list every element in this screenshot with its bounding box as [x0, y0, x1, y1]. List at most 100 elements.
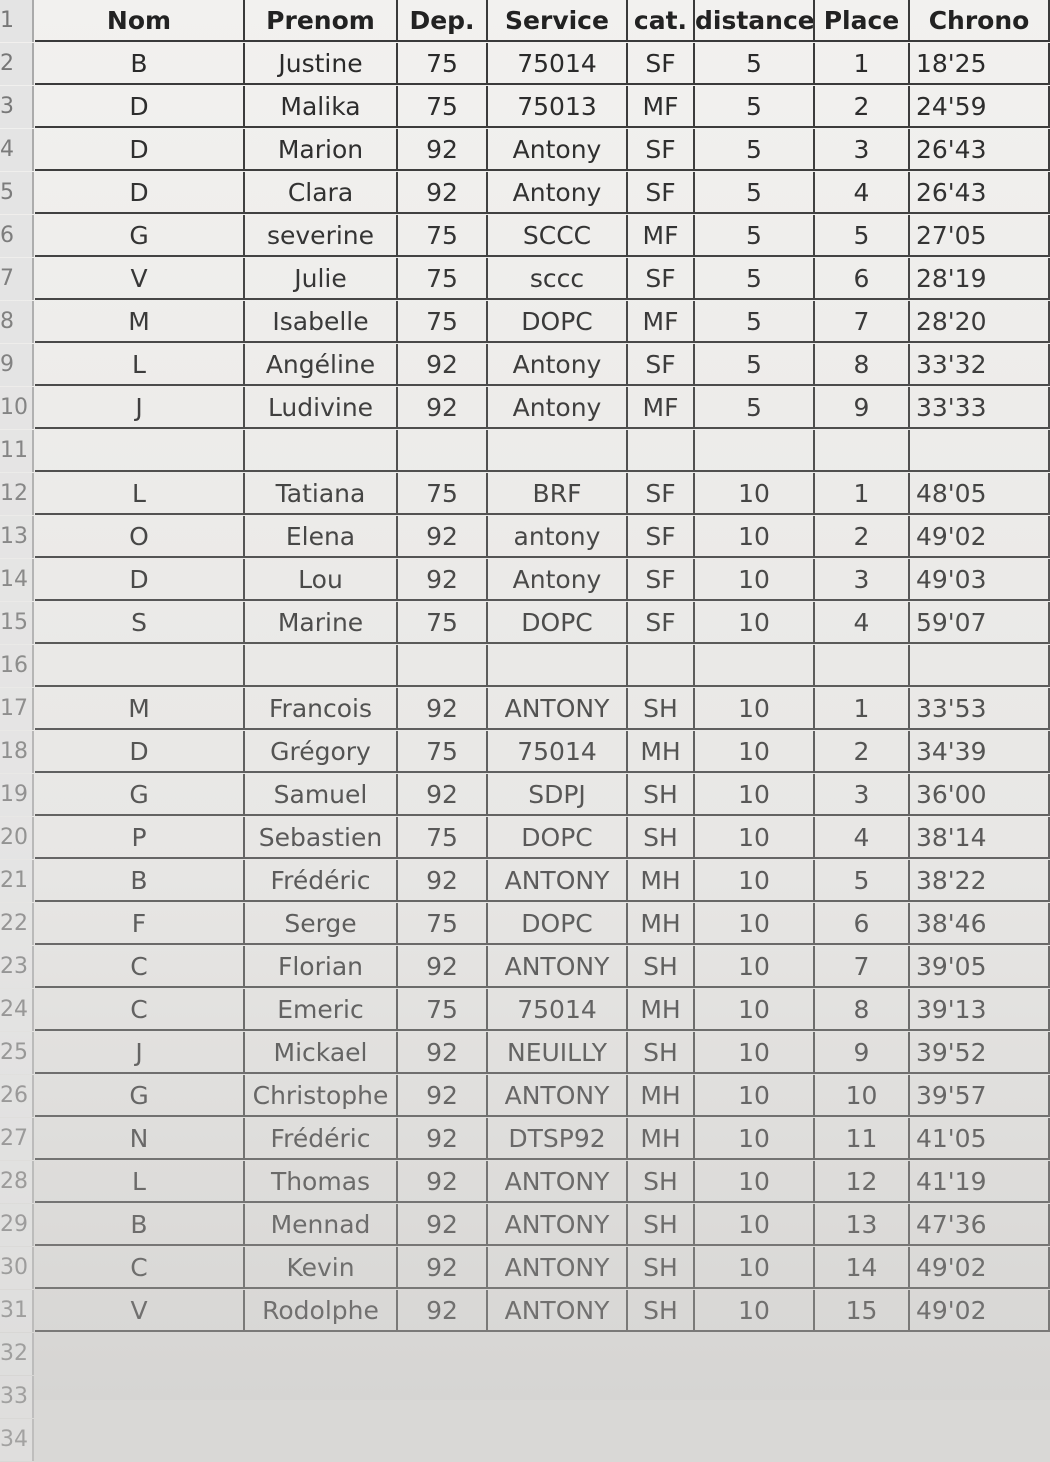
cell: 7	[815, 301, 910, 343]
cell: 3	[815, 129, 910, 171]
cell: 10	[695, 817, 815, 859]
empty-cell	[488, 430, 628, 472]
cell: 5	[695, 387, 815, 429]
cell: Lou	[245, 559, 398, 601]
cell: J	[35, 387, 245, 429]
empty-cell	[245, 645, 398, 687]
cell: 18'25	[910, 43, 1050, 85]
empty-cell	[815, 430, 910, 472]
cell: 10	[695, 774, 815, 816]
cell: 5	[815, 860, 910, 902]
row-number: 32	[0, 1333, 34, 1375]
empty-cell	[398, 430, 488, 472]
table-row: 9 L Angéline 92 Antony SF 5 8 33'32	[0, 344, 1050, 387]
cell: G	[35, 774, 245, 816]
cell: ANTONY	[488, 946, 628, 988]
cell: 5	[695, 344, 815, 386]
cell: D	[35, 172, 245, 214]
cell: ANTONY	[488, 1075, 628, 1117]
cell: N	[35, 1118, 245, 1160]
table-row: 8 M Isabelle 75 DOPC MF 5 7 28'20	[0, 301, 1050, 344]
cell: 6	[815, 903, 910, 945]
cell: 92	[398, 946, 488, 988]
cell: 13	[815, 1204, 910, 1246]
table-row: 22 F Serge 75 DOPC MH 10 6 38'46	[0, 903, 1050, 946]
cell: 75	[398, 43, 488, 85]
row-number: 28	[0, 1161, 34, 1203]
cell: B	[35, 860, 245, 902]
row-number: 20	[0, 817, 34, 859]
row-number: 31	[0, 1290, 34, 1332]
empty-cell	[245, 430, 398, 472]
cell: ANTONY	[488, 1204, 628, 1246]
cell: 5	[695, 86, 815, 128]
cell: SH	[628, 688, 695, 730]
empty-cell	[628, 430, 695, 472]
row-number: 11	[0, 430, 34, 472]
cell: P	[35, 817, 245, 859]
row-number: 13	[0, 516, 34, 558]
cell: Mennad	[245, 1204, 398, 1246]
cell: 28'20	[910, 301, 1050, 343]
table-row: 7 V Julie 75 sccc SF 5 6 28'19	[0, 258, 1050, 301]
row-number: 16	[0, 645, 34, 687]
cell: Clara	[245, 172, 398, 214]
table-row: 17 M Francois 92 ANTONY SH 10 1 33'53	[0, 688, 1050, 731]
cell: 10	[695, 903, 815, 945]
cell: 49'03	[910, 559, 1050, 601]
cell: 1	[815, 43, 910, 85]
cell: 11	[815, 1118, 910, 1160]
cell: DOPC	[488, 301, 628, 343]
row-number: 15	[0, 602, 34, 644]
cell: G	[35, 215, 245, 257]
cell: 75	[398, 258, 488, 300]
table-row: 31 V Rodolphe 92 ANTONY SH 10 15 49'02	[0, 1290, 1050, 1333]
cell: Francois	[245, 688, 398, 730]
table-row: 27 N Frédéric 92 DTSP92 MH 10 11 41'05	[0, 1118, 1050, 1161]
cell: Antony	[488, 172, 628, 214]
empty-cell	[398, 645, 488, 687]
column-header: distance	[695, 0, 815, 42]
row-number: 22	[0, 903, 34, 945]
cell: 39'05	[910, 946, 1050, 988]
cell: 92	[398, 860, 488, 902]
empty-cell	[35, 430, 245, 472]
empty-cell	[910, 430, 1050, 472]
row-number: 29	[0, 1204, 34, 1246]
cell: Malika	[245, 86, 398, 128]
row-number: 7	[0, 258, 34, 300]
row-number: 23	[0, 946, 34, 988]
cell: Florian	[245, 946, 398, 988]
cell: ANTONY	[488, 688, 628, 730]
cell: L	[35, 344, 245, 386]
table-row: 25 J Mickael 92 NEUILLY SH 10 9 39'52	[0, 1032, 1050, 1075]
cell: NEUILLY	[488, 1032, 628, 1074]
table-row: 28 L Thomas 92 ANTONY SH 10 12 41'19	[0, 1161, 1050, 1204]
cell: 1	[815, 688, 910, 730]
cell: Samuel	[245, 774, 398, 816]
cell: 10	[695, 559, 815, 601]
cell: 92	[398, 172, 488, 214]
row-number: 12	[0, 473, 34, 515]
cell: 10	[695, 1075, 815, 1117]
cell: D	[35, 129, 245, 171]
cell: V	[35, 258, 245, 300]
row-number: 26	[0, 1075, 34, 1117]
cell: SF	[628, 559, 695, 601]
cell: C	[35, 1247, 245, 1289]
cell: 10	[695, 1032, 815, 1074]
row-number: 5	[0, 172, 34, 214]
cell: Rodolphe	[245, 1290, 398, 1332]
cell: 92	[398, 1075, 488, 1117]
cell: MF	[628, 387, 695, 429]
row-number: 33	[0, 1376, 34, 1418]
table-row: 34	[0, 1419, 1050, 1462]
cell: 48'05	[910, 473, 1050, 515]
cell: 92	[398, 344, 488, 386]
cell: Serge	[245, 903, 398, 945]
table-row: 5 D Clara 92 Antony SF 5 4 26'43	[0, 172, 1050, 215]
cell: C	[35, 946, 245, 988]
cell: Kevin	[245, 1247, 398, 1289]
cell: 4	[815, 602, 910, 644]
cell: 33'32	[910, 344, 1050, 386]
